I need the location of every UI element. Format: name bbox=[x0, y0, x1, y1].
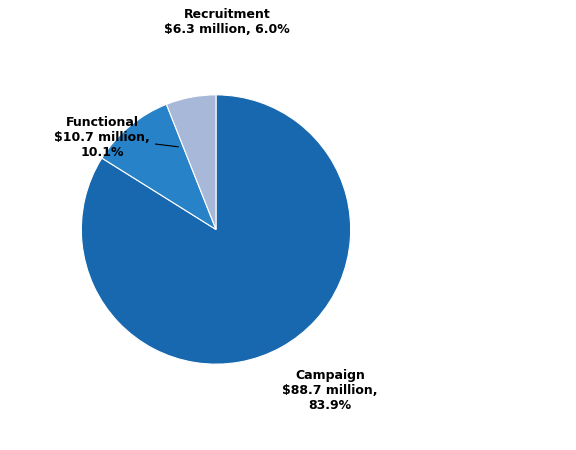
Text: Recruitment
$6.3 million, 6.0%: Recruitment $6.3 million, 6.0% bbox=[164, 8, 290, 36]
Text: Functional
$10.7 million,
10.1%: Functional $10.7 million, 10.1% bbox=[54, 116, 179, 159]
Text: Campaign
$88.7 million,
83.9%: Campaign $88.7 million, 83.9% bbox=[282, 369, 378, 412]
Wedge shape bbox=[102, 104, 216, 230]
Wedge shape bbox=[81, 95, 351, 364]
Wedge shape bbox=[166, 95, 216, 230]
